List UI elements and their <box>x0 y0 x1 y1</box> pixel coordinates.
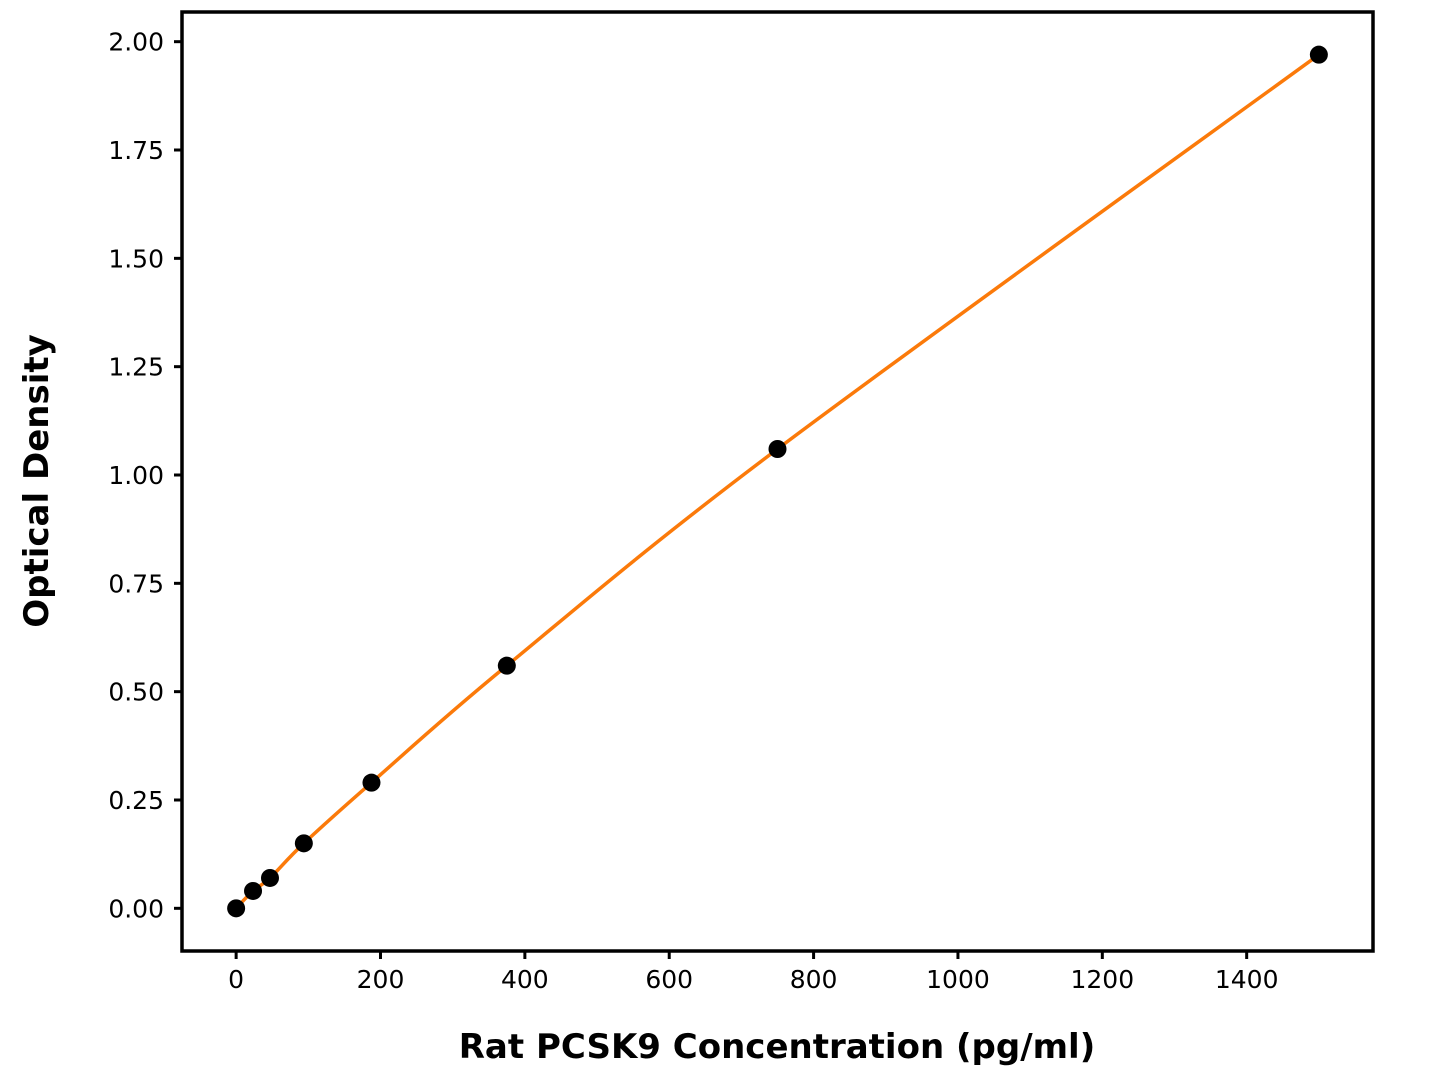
data-point-marker <box>244 881 263 900</box>
x-tick-label: 0 <box>228 965 244 994</box>
y-tick-label: 1.75 <box>108 136 164 165</box>
x-tick-label: 1200 <box>1071 965 1135 994</box>
y-tick-label: 1.50 <box>108 244 164 273</box>
x-axis-title: Rat PCSK9 Concentration (pg/ml) <box>459 1027 1096 1067</box>
y-tick-label: 1.25 <box>108 353 164 382</box>
y-tick-label: 2.00 <box>108 28 164 57</box>
y-tick-label: 0.50 <box>108 678 164 707</box>
fitted-curve-line <box>234 52 1321 911</box>
x-tick-label: 200 <box>357 965 405 994</box>
x-tick-label: 400 <box>501 965 549 994</box>
x-tick-label: 1000 <box>926 965 990 994</box>
y-tick-label: 0.75 <box>108 569 164 598</box>
y-axis-title: Optical Density <box>17 334 57 628</box>
data-point-marker <box>294 834 313 853</box>
y-tick-label: 1.00 <box>108 461 164 490</box>
x-tick-label: 600 <box>645 965 693 994</box>
data-point-marker <box>362 773 381 792</box>
x-tick-label: 1400 <box>1215 965 1279 994</box>
data-point-marker <box>227 899 246 918</box>
data-point-marker <box>260 868 279 887</box>
plot-area: 0 200 400 600 800 1000 1200 1400 0.00 0.25 0.50 0.7… <box>108 10 1375 994</box>
data-point-marker <box>497 656 516 675</box>
plot-border <box>180 10 1375 953</box>
y-tick-label: 0.00 <box>108 894 164 923</box>
data-point-marker <box>768 440 787 459</box>
data-point-marker <box>1309 45 1328 64</box>
y-tick-label: 0.25 <box>108 786 164 815</box>
x-tick-label: 800 <box>790 965 838 994</box>
